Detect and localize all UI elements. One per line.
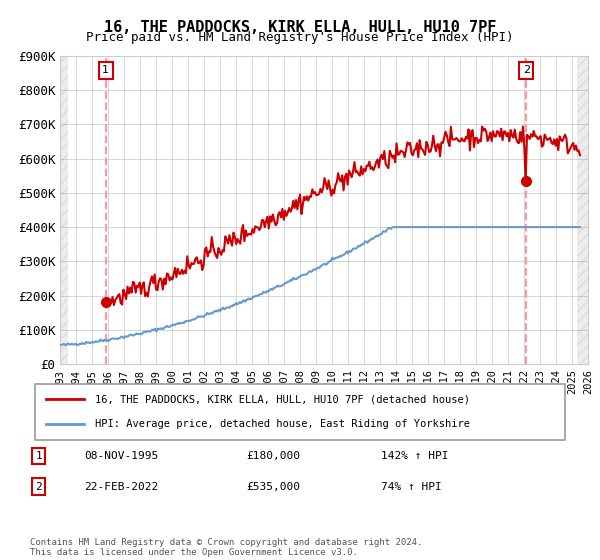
Text: Price paid vs. HM Land Registry's House Price Index (HPI): Price paid vs. HM Land Registry's House …: [86, 31, 514, 44]
Text: 74% ↑ HPI: 74% ↑ HPI: [381, 482, 442, 492]
Bar: [577, 56, 588, 364]
Text: 16, THE PADDOCKS, KIRK ELLA, HULL, HU10 7PF (detached house): 16, THE PADDOCKS, KIRK ELLA, HULL, HU10 …: [95, 394, 470, 404]
Text: 2: 2: [35, 482, 42, 492]
Text: 16, THE PADDOCKS, KIRK ELLA, HULL, HU10 7PF: 16, THE PADDOCKS, KIRK ELLA, HULL, HU10 …: [104, 20, 496, 35]
Text: 1: 1: [102, 66, 109, 75]
Text: 08-NOV-1995: 08-NOV-1995: [84, 451, 158, 461]
Text: 142% ↑ HPI: 142% ↑ HPI: [381, 451, 449, 461]
Bar: [60, 56, 68, 364]
Text: 22-FEB-2022: 22-FEB-2022: [84, 482, 158, 492]
Text: 2: 2: [523, 66, 530, 75]
Text: £180,000: £180,000: [246, 451, 300, 461]
FancyBboxPatch shape: [35, 384, 565, 440]
Text: 1: 1: [35, 451, 42, 461]
Text: Contains HM Land Registry data © Crown copyright and database right 2024.
This d: Contains HM Land Registry data © Crown c…: [30, 538, 422, 557]
Text: £535,000: £535,000: [246, 482, 300, 492]
Text: HPI: Average price, detached house, East Riding of Yorkshire: HPI: Average price, detached house, East…: [95, 419, 470, 429]
